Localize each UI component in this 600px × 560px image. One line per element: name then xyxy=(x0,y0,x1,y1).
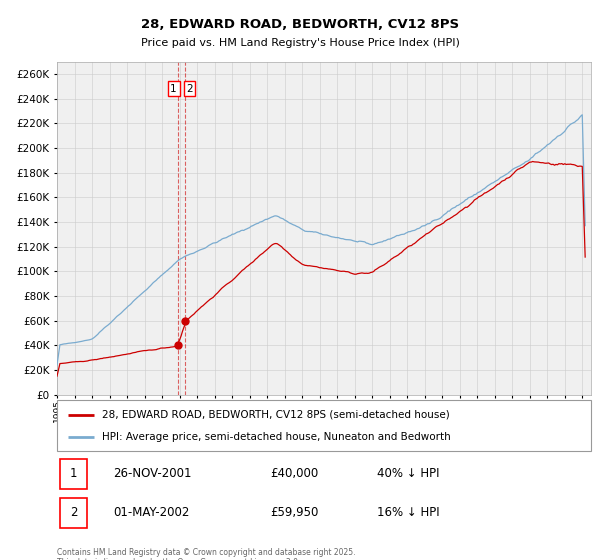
Text: 26-NOV-2001: 26-NOV-2001 xyxy=(113,467,191,480)
Text: £59,950: £59,950 xyxy=(271,506,319,519)
Text: 16% ↓ HPI: 16% ↓ HPI xyxy=(377,506,440,519)
Text: 2: 2 xyxy=(186,84,193,94)
Text: Price paid vs. HM Land Registry's House Price Index (HPI): Price paid vs. HM Land Registry's House … xyxy=(140,38,460,48)
FancyBboxPatch shape xyxy=(57,400,591,451)
FancyBboxPatch shape xyxy=(59,498,88,528)
Text: Contains HM Land Registry data © Crown copyright and database right 2025.
This d: Contains HM Land Registry data © Crown c… xyxy=(57,548,355,560)
Text: £40,000: £40,000 xyxy=(271,467,319,480)
Text: 28, EDWARD ROAD, BEDWORTH, CV12 8PS (semi-detached house): 28, EDWARD ROAD, BEDWORTH, CV12 8PS (sem… xyxy=(103,409,450,419)
Text: 2: 2 xyxy=(70,506,77,519)
Text: HPI: Average price, semi-detached house, Nuneaton and Bedworth: HPI: Average price, semi-detached house,… xyxy=(103,432,451,442)
Text: 1: 1 xyxy=(170,84,177,94)
Text: 1: 1 xyxy=(70,467,77,480)
FancyBboxPatch shape xyxy=(59,459,88,488)
Text: 28, EDWARD ROAD, BEDWORTH, CV12 8PS: 28, EDWARD ROAD, BEDWORTH, CV12 8PS xyxy=(141,18,459,31)
Text: 01-MAY-2002: 01-MAY-2002 xyxy=(113,506,190,519)
Text: 40% ↓ HPI: 40% ↓ HPI xyxy=(377,467,440,480)
